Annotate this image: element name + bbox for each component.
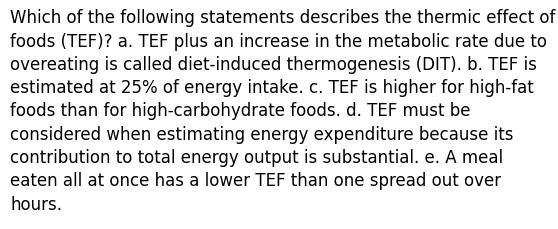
Text: Which of the following statements describes the thermic effect of
foods (TEF)? a: Which of the following statements descri… <box>10 9 555 213</box>
